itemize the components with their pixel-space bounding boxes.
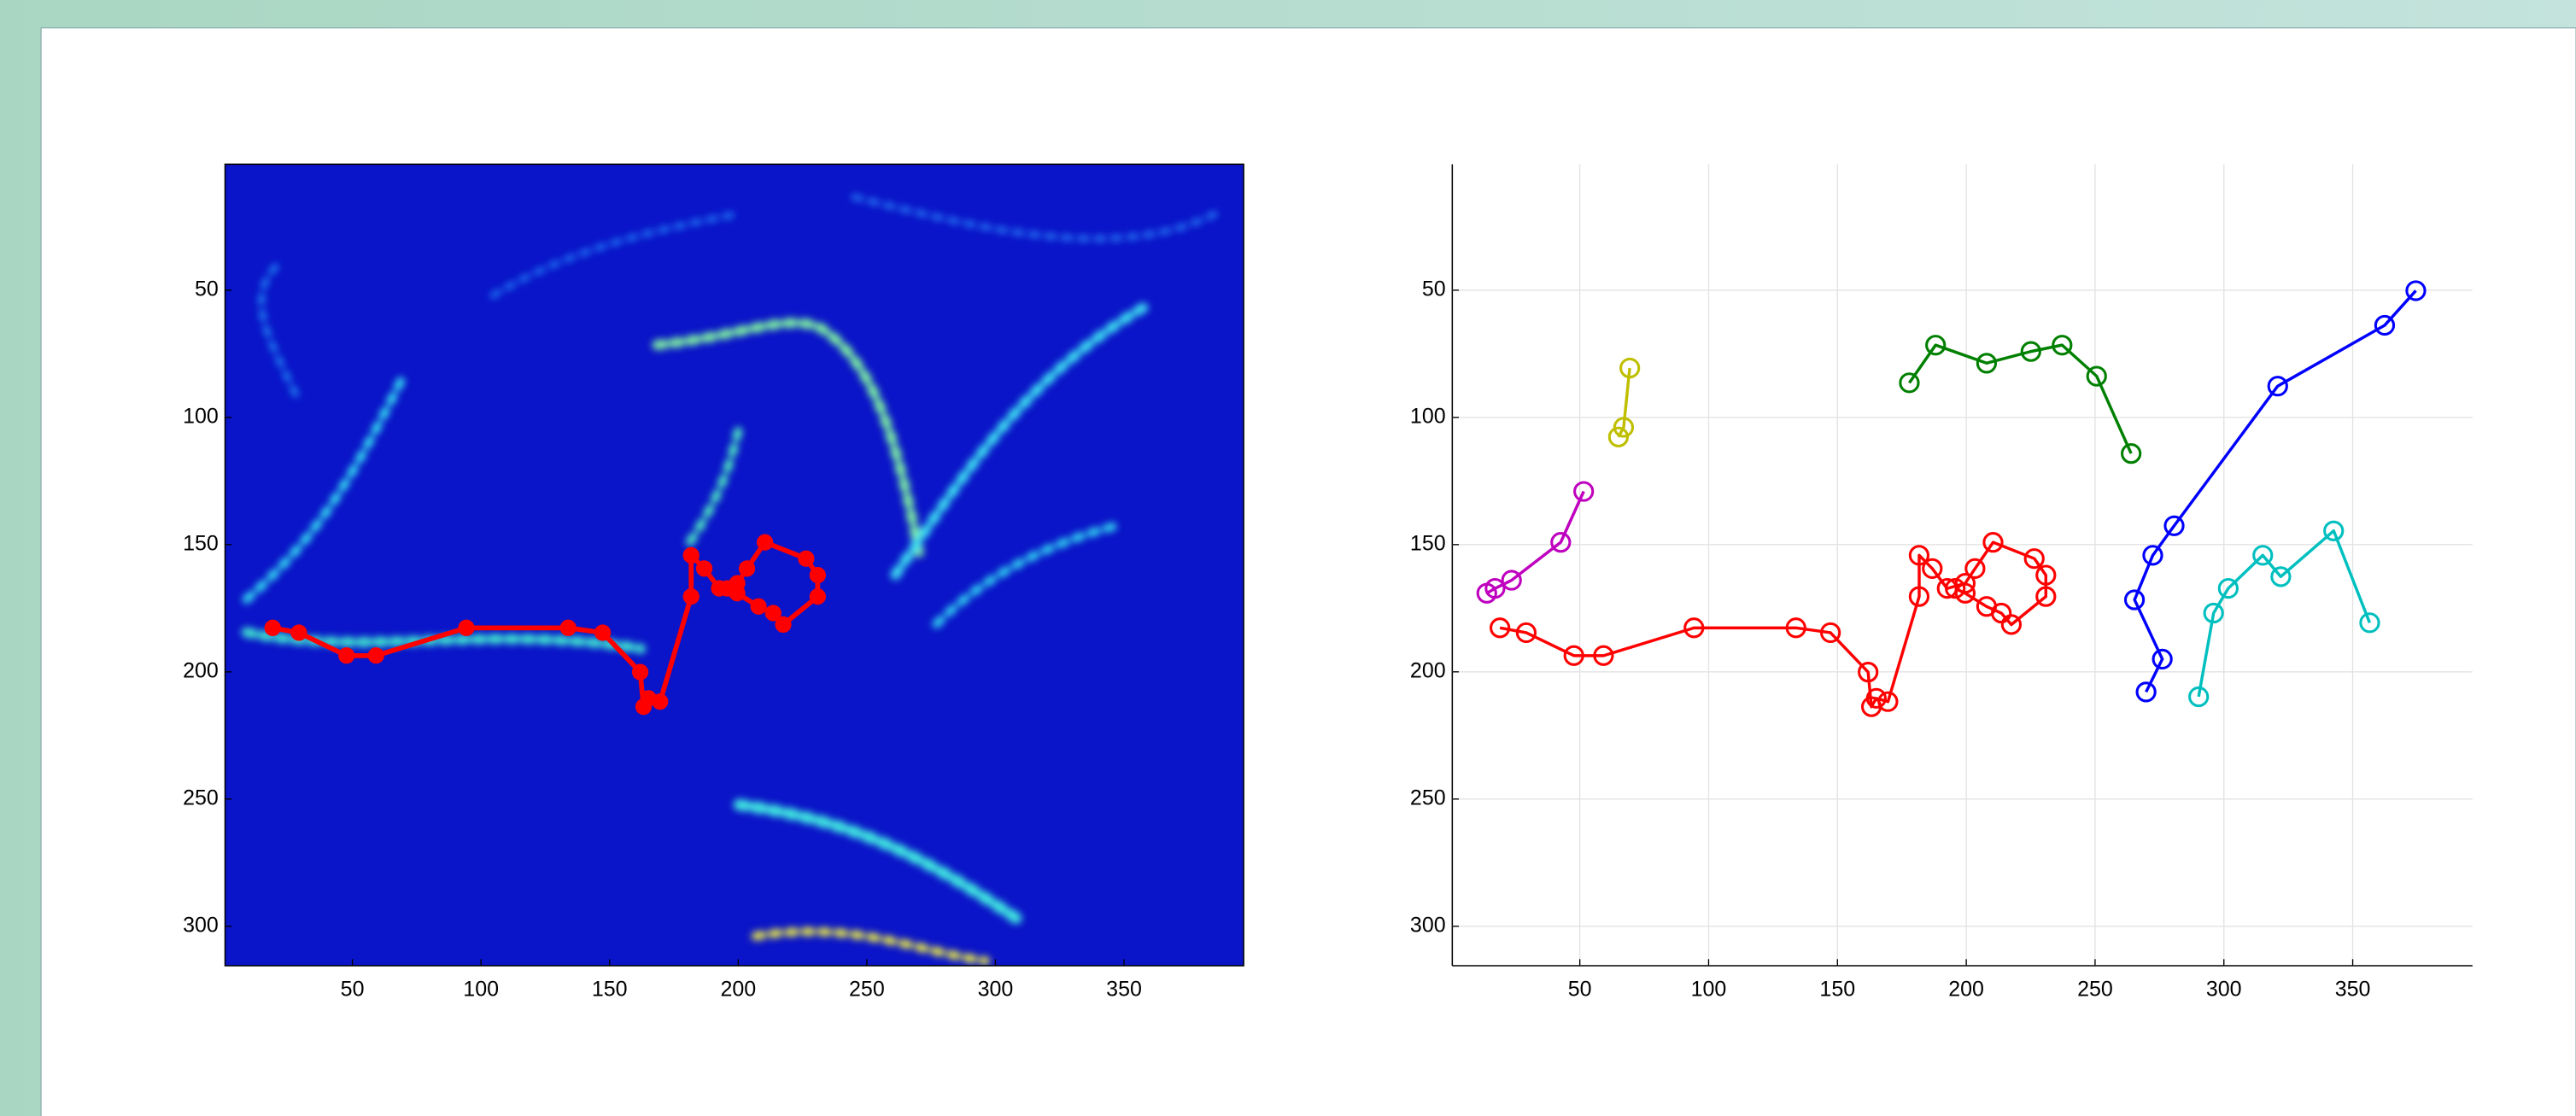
track-point — [266, 621, 280, 635]
track-point — [595, 625, 610, 640]
track-point — [758, 535, 772, 549]
y-tick-label: 100 — [183, 404, 219, 428]
y-tick-label: 250 — [1410, 786, 1446, 809]
x-tick-label: 100 — [463, 977, 499, 1001]
track-point — [561, 621, 576, 635]
track-point — [697, 561, 711, 576]
track-point — [653, 694, 667, 709]
x-tick-label: 300 — [978, 977, 1014, 1001]
track-point — [684, 589, 699, 604]
x-tick-label: 50 — [1568, 977, 1592, 1001]
track-point — [811, 568, 825, 582]
y-tick-label: 300 — [183, 913, 219, 937]
track-point — [291, 625, 306, 640]
track-point — [369, 648, 383, 663]
y-tick-label: 300 — [1410, 913, 1446, 937]
track-point — [339, 648, 354, 663]
y-tick-label: 150 — [183, 531, 219, 555]
track-point — [799, 552, 813, 566]
track-point — [740, 561, 754, 576]
x-tick-label: 200 — [720, 977, 756, 1001]
y-tick-label: 200 — [1410, 658, 1446, 682]
x-tick-label: 300 — [2206, 977, 2242, 1001]
track-point — [766, 605, 781, 620]
y-tick-label: 200 — [183, 658, 219, 682]
x-tick-label: 150 — [1819, 977, 1855, 1001]
x-tick-label: 50 — [341, 977, 365, 1001]
track-point — [751, 599, 765, 614]
track-point — [633, 664, 647, 679]
track-point — [811, 589, 825, 604]
y-tick-label: 50 — [1422, 277, 1446, 301]
y-tick-label: 50 — [195, 277, 219, 301]
x-tick-label: 200 — [1948, 977, 1984, 1001]
x-tick-label: 100 — [1691, 977, 1727, 1001]
x-tick-label: 350 — [1106, 977, 1142, 1001]
x-tick-label: 350 — [2335, 977, 2371, 1001]
track-point — [684, 548, 699, 563]
x-tick-label: 150 — [592, 977, 628, 1001]
x-tick-label: 250 — [2077, 977, 2113, 1001]
y-tick-label: 100 — [1410, 404, 1446, 428]
y-tick-label: 250 — [183, 786, 219, 809]
y-tick-label: 150 — [1410, 531, 1446, 555]
heatmap-image — [225, 164, 1244, 966]
x-tick-label: 250 — [849, 977, 885, 1001]
track-point — [459, 621, 473, 635]
screen: 50 100 150 200 250 300 350 50 100 150 200 250 300 50 1… — [0, 0, 2576, 1116]
track-point — [720, 581, 735, 595]
page: {"chart_data":[ {"type":"image-overlay",… — [0, 0, 2576, 1116]
